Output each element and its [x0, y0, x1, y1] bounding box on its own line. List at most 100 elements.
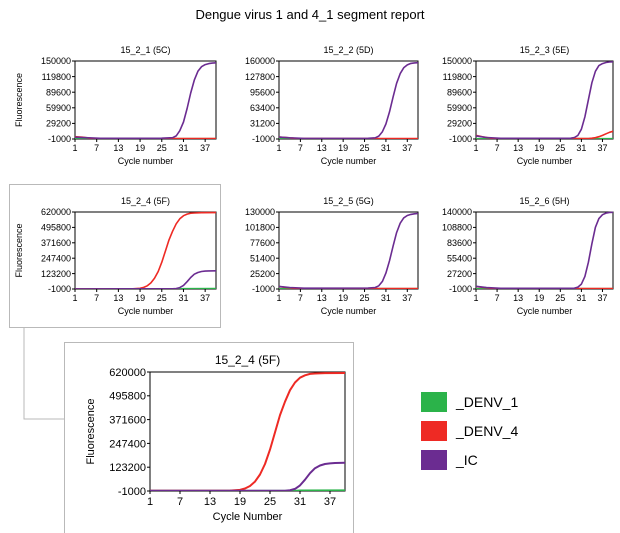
y-tick-label: 123200 [41, 269, 71, 279]
x-axis-label: Cycle number [517, 306, 573, 316]
y-tick-label: -1000 [449, 284, 472, 294]
y-tick-label: 89600 [46, 87, 71, 97]
x-tick-label: 1 [72, 293, 77, 303]
y-tick-label: 29200 [46, 119, 71, 129]
y-tick-label: 119800 [42, 72, 71, 82]
x-tick-label: 1 [276, 293, 281, 303]
legend-item-ic: _IC [421, 447, 518, 472]
x-tick-label: 31 [576, 293, 586, 303]
x-axis-label: Cycle number [118, 156, 174, 166]
y-tick-label: 247400 [41, 253, 71, 263]
y-tick-label: 59900 [447, 103, 472, 113]
y-tick-label: 51400 [250, 253, 275, 263]
highlight-box [9, 184, 221, 328]
y-tick-label: 495800 [109, 391, 146, 403]
x-tick-label: 31 [576, 143, 586, 153]
x-tick-label: 19 [534, 293, 544, 303]
series-line-ic [476, 211, 613, 289]
y-tick-label: 55400 [447, 253, 472, 263]
x-tick-label: 19 [234, 496, 246, 508]
x-tick-label: 1 [276, 143, 281, 153]
series-line-ic [279, 61, 418, 139]
chart-title: 15_2_6 (5H) [519, 196, 569, 206]
x-tick-label: 13 [317, 293, 327, 303]
chart-title: 15_2_5 (5G) [323, 196, 374, 206]
y-tick-label: 77600 [250, 238, 275, 248]
y-tick-label: -1000 [252, 284, 275, 294]
y-tick-label: -1000 [118, 486, 146, 498]
y-tick-label: 620000 [109, 367, 146, 379]
x-tick-label: 19 [338, 293, 348, 303]
x-tick-label: 7 [94, 143, 99, 153]
x-tick-label: 19 [338, 143, 348, 153]
x-tick-label: 37 [200, 293, 210, 303]
x-tick-label: 7 [298, 143, 303, 153]
x-tick-label: 1 [473, 293, 478, 303]
x-axis-label: Cycle Number [213, 511, 283, 523]
y-tick-label: 89600 [447, 87, 472, 97]
x-tick-label: 31 [381, 293, 391, 303]
x-tick-label: 25 [157, 143, 167, 153]
y-tick-label: 495800 [41, 223, 71, 233]
y-tick-label: 31200 [250, 119, 275, 129]
plot-frame [149, 371, 346, 492]
y-tick-label: 108800 [442, 223, 472, 233]
zoom-box [64, 342, 354, 533]
series-line-ic [75, 270, 216, 289]
y-axis-label: Fluorescence [14, 223, 24, 277]
y-tick-label: 59900 [46, 103, 71, 113]
x-tick-label: 25 [555, 293, 565, 303]
legend-label: _IC [456, 451, 478, 468]
x-tick-label: 37 [200, 143, 210, 153]
x-tick-label: 25 [157, 293, 167, 303]
chart-title: 15_2_4 (5F) [121, 196, 170, 206]
main-title: Dengue virus 1 and 4_1 segment report [195, 7, 425, 22]
legend: _DENV_1 _DENV_4 _IC [421, 389, 518, 476]
chart-title: 15_2_4 (5F) [215, 353, 280, 367]
x-tick-label: 31 [294, 496, 306, 508]
x-axis-label: Cycle number [321, 156, 377, 166]
x-tick-label: 13 [113, 143, 123, 153]
x-axis-label: Cycle number [118, 306, 174, 316]
x-tick-label: 37 [597, 293, 607, 303]
x-tick-label: 13 [317, 143, 327, 153]
x-tick-label: 25 [360, 143, 370, 153]
x-tick-label: 1 [72, 143, 77, 153]
series-line-ic [279, 212, 418, 289]
x-tick-label: 13 [513, 293, 523, 303]
y-tick-label: -1000 [252, 134, 275, 144]
x-tick-label: 25 [264, 496, 276, 508]
x-tick-label: 7 [495, 293, 500, 303]
x-tick-label: 31 [178, 293, 188, 303]
series-line-ic [476, 61, 613, 139]
x-tick-label: 37 [402, 293, 412, 303]
y-tick-label: 123200 [109, 462, 146, 474]
x-axis-label: Cycle number [321, 306, 377, 316]
x-tick-label: 7 [298, 293, 303, 303]
y-tick-label: -1000 [449, 134, 472, 144]
chart-title: 15_2_1 (5C) [120, 45, 170, 55]
series-line-ic [75, 62, 216, 139]
chart-title: 15_2_3 (5E) [520, 45, 570, 55]
y-tick-label: 95600 [250, 87, 275, 97]
x-tick-label: 25 [555, 143, 565, 153]
series-line-denv-4 [150, 372, 345, 491]
legend-swatch-denv4 [421, 420, 447, 441]
y-tick-label: 371600 [41, 238, 71, 248]
y-tick-label: 150000 [41, 56, 71, 66]
x-tick-label: 19 [135, 293, 145, 303]
x-tick-label: 37 [324, 496, 336, 508]
x-tick-label: 37 [597, 143, 607, 153]
y-tick-label: 160000 [245, 56, 275, 66]
x-tick-label: 1 [147, 496, 153, 508]
x-tick-label: 1 [473, 143, 478, 153]
legend-swatch-denv1 [421, 391, 447, 412]
y-tick-label: 25200 [250, 269, 275, 279]
y-tick-label: 63400 [250, 103, 275, 113]
x-tick-label: 19 [135, 143, 145, 153]
